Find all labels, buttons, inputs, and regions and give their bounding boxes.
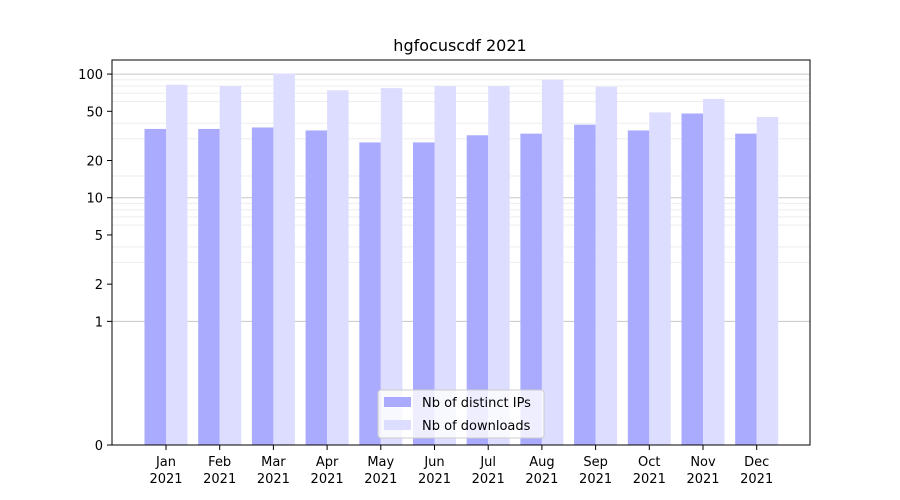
x-tick-label-year: 2021 bbox=[579, 472, 612, 487]
bar-downloads bbox=[649, 112, 671, 446]
x-tick-label-month: Jul bbox=[479, 455, 496, 470]
bar-distinct-ips bbox=[466, 135, 489, 445]
x-tick-label-year: 2021 bbox=[633, 472, 666, 487]
bar-downloads bbox=[541, 79, 564, 446]
legend-box bbox=[377, 389, 545, 439]
x-tick-label-month: Jan bbox=[155, 455, 176, 470]
x-tick-label-year: 2021 bbox=[149, 472, 182, 487]
bars bbox=[144, 73, 779, 446]
bar-distinct-ips bbox=[305, 130, 328, 445]
x-tick-label-year: 2021 bbox=[311, 472, 344, 487]
x-tick-label-month: Nov bbox=[690, 455, 716, 470]
bar-distinct-ips bbox=[574, 124, 596, 445]
y-tick-label: 1 bbox=[95, 315, 103, 330]
y-tick-label: 50 bbox=[86, 105, 103, 120]
bar-distinct-ips bbox=[251, 127, 274, 446]
x-tick-label-month: Aug bbox=[529, 455, 554, 470]
plot-frame bbox=[111, 59, 811, 446]
bar-downloads bbox=[327, 90, 349, 445]
x-tick-label-year: 2021 bbox=[472, 472, 505, 487]
chart-title: hgfocuscdf 2021 bbox=[393, 36, 526, 55]
bar-downloads bbox=[166, 84, 188, 445]
x-tick-label-year: 2021 bbox=[418, 472, 451, 487]
x-tick-label-year: 2021 bbox=[525, 472, 558, 487]
bar-distinct-ips bbox=[359, 142, 381, 445]
bar-downloads bbox=[273, 73, 295, 446]
bar-downloads bbox=[703, 98, 725, 445]
bar-distinct-ips bbox=[198, 128, 220, 445]
bar-distinct-ips bbox=[144, 128, 166, 445]
x-tick-label-year: 2021 bbox=[740, 472, 773, 487]
bar-downloads bbox=[488, 86, 510, 446]
x-tick-label-month: Dec bbox=[744, 455, 769, 470]
x-tick-label-month: Apr bbox=[316, 455, 339, 470]
bar-downloads bbox=[434, 86, 456, 446]
y-tick-label: 5 bbox=[95, 229, 103, 244]
x-tick-label-month: Jun bbox=[423, 455, 444, 470]
bar-downloads bbox=[595, 86, 618, 446]
x-tick-label-year: 2021 bbox=[686, 472, 719, 487]
x-tick-label-month: Mar bbox=[261, 455, 286, 470]
bar-downloads bbox=[756, 116, 779, 445]
bar-downloads bbox=[380, 88, 403, 446]
x-tick-label-month: Feb bbox=[208, 455, 231, 470]
bar-distinct-ips bbox=[735, 133, 757, 445]
legend-swatch-downloads bbox=[384, 420, 411, 430]
y-tick-label: 100 bbox=[78, 68, 103, 83]
y-tick-label: 0 bbox=[95, 439, 103, 454]
bar-distinct-ips bbox=[520, 133, 542, 445]
y-axis: 0 1 2 5 10 20 50 100 bbox=[78, 68, 112, 454]
legend-label-downloads: Nb of downloads bbox=[422, 419, 531, 434]
x-tick-label-year: 2021 bbox=[257, 472, 290, 487]
y-tick-label: 2 bbox=[95, 278, 103, 293]
x-tick-label-month: Oct bbox=[638, 455, 660, 470]
y-tick-label: 20 bbox=[86, 155, 103, 170]
x-tick-label-month: May bbox=[367, 455, 394, 470]
x-tick-label-month: Sep bbox=[583, 455, 608, 470]
x-tick-label-year: 2021 bbox=[364, 472, 397, 487]
x-axis: Jan 2021 Feb 2021 Mar 2021 Apr 2021 May 2021 Jun 20… bbox=[149, 445, 773, 487]
legend: Nb of distinct IPs Nb of downloads bbox=[377, 389, 545, 439]
bar-downloads bbox=[219, 86, 242, 446]
legend-swatch-ips bbox=[384, 397, 411, 407]
y-tick-label: 10 bbox=[86, 192, 103, 207]
x-tick-label-year: 2021 bbox=[203, 472, 236, 487]
legend-label-ips: Nb of distinct IPs bbox=[422, 396, 531, 411]
bar-distinct-ips bbox=[413, 142, 435, 445]
bar-distinct-ips bbox=[627, 130, 650, 445]
bar-distinct-ips bbox=[681, 113, 703, 446]
